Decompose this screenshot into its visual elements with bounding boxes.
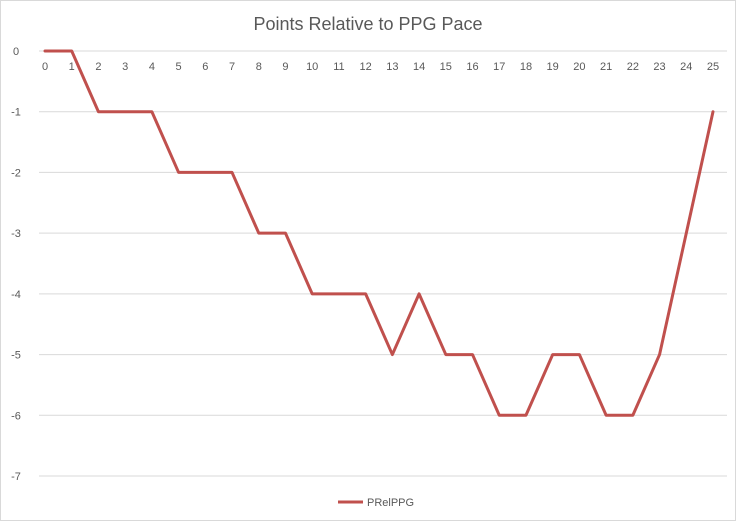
y-tick-label: -5: [11, 350, 21, 362]
x-tick-label: 13: [386, 61, 398, 73]
y-tick-label: -1: [11, 107, 21, 119]
x-axis-ticks: 0 1 2 3 4 5 6 7 8 9 10 11 12 13 14 15 16 17 18 19 20 21 22 23 24…: [42, 61, 719, 73]
x-tick-label: 17: [493, 61, 505, 73]
x-tick-label: 19: [547, 61, 559, 73]
x-tick-label: 10: [306, 61, 318, 73]
gridlines: [39, 50, 727, 477]
series-line: [43, 49, 715, 417]
x-tick-label: 1: [69, 61, 75, 73]
x-tick-label: 21: [600, 61, 612, 73]
x-tick-label: 23: [653, 61, 665, 73]
y-axis-ticks: 0 -1 -2 -3 -4 -5 -6 -7: [11, 46, 21, 483]
y-tick-label: 0: [13, 46, 19, 58]
x-tick-label: 8: [256, 61, 262, 73]
legend: PRelPPG: [338, 497, 414, 509]
x-tick-label: 11: [333, 61, 344, 73]
x-tick-label: 2: [95, 61, 101, 73]
x-tick-label: 14: [413, 61, 425, 73]
x-tick-label: 24: [680, 61, 692, 73]
x-tick-label: 0: [42, 61, 48, 73]
y-tick-label: -4: [11, 289, 21, 301]
x-tick-label: 18: [520, 61, 532, 73]
x-tick-label: 6: [202, 61, 208, 73]
y-tick-label: -2: [11, 167, 21, 179]
x-tick-label: 25: [707, 61, 719, 73]
x-tick-label: 22: [627, 61, 639, 73]
chart-title: Points Relative to PPG Pace: [253, 14, 482, 34]
x-tick-label: 9: [282, 61, 288, 73]
x-tick-label: 3: [122, 61, 128, 73]
legend-label: PRelPPG: [367, 497, 414, 509]
x-tick-label: 7: [229, 61, 235, 73]
y-tick-label: -3: [11, 228, 21, 240]
series-layer: [43, 49, 715, 417]
x-tick-label: 12: [360, 61, 372, 73]
y-tick-label: -7: [11, 471, 21, 483]
x-tick-label: 5: [176, 61, 182, 73]
x-tick-label: 20: [573, 61, 585, 73]
x-tick-label: 4: [149, 61, 155, 73]
y-tick-label: -6: [11, 410, 21, 422]
x-tick-label: 15: [440, 61, 452, 73]
x-tick-label: 16: [466, 61, 478, 73]
